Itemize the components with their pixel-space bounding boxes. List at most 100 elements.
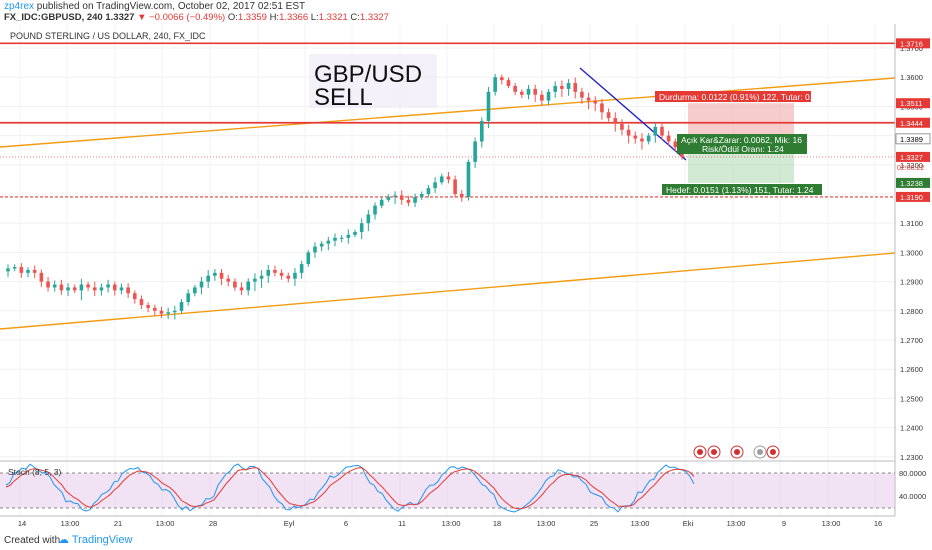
candle-body xyxy=(606,112,611,119)
candle-body xyxy=(393,195,397,197)
event-flag-dot xyxy=(757,449,763,455)
published-text: published on TradingView.com, October 02… xyxy=(36,1,306,12)
price-marker xyxy=(896,98,930,109)
candle-body xyxy=(246,281,251,291)
time-tick-label: 9 xyxy=(782,519,786,528)
candle-body xyxy=(319,243,324,247)
candle-body xyxy=(426,188,431,194)
candle-body xyxy=(166,312,170,314)
tradingview-logo[interactable]: ☁ TradingView xyxy=(58,534,133,546)
candle-body xyxy=(6,268,10,272)
candle-body xyxy=(326,240,331,244)
candle-body xyxy=(646,135,651,142)
target-label: Hedef: 0.0151 (1.13%) 151, Tutar: 1.24 xyxy=(666,185,814,195)
candle-body xyxy=(273,269,277,273)
candle-body xyxy=(453,179,457,194)
price-tick-label: 1.2800 xyxy=(900,307,923,316)
stoch-level-label: 40.0000 xyxy=(899,492,926,501)
time-tick-label: Eki xyxy=(683,519,694,528)
candle-body xyxy=(112,284,117,291)
candle-body xyxy=(52,284,57,288)
price-tick-label: 1.2300 xyxy=(900,453,923,462)
time-tick-label: 18 xyxy=(493,519,501,528)
candle-body xyxy=(119,287,124,291)
price-tick-label: 1.2400 xyxy=(900,424,923,433)
candle-body xyxy=(199,281,204,288)
trade-title-line1: GBP/USD xyxy=(314,61,422,88)
candle-body xyxy=(12,267,17,269)
candle-body xyxy=(132,293,137,300)
price-chart[interactable]: 1.37001.36001.35001.34001.33001.32001.31… xyxy=(0,0,932,530)
author-link[interactable]: zp4rex xyxy=(4,1,35,12)
price-tick-label: 1.3700 xyxy=(900,44,923,53)
price-tick-label: 1.2700 xyxy=(900,336,923,345)
price-marker-label: 1.3511 xyxy=(900,99,922,108)
footer: Created with ☁ TradingView xyxy=(0,530,932,550)
candle-body xyxy=(439,176,444,183)
time-tick-label: 13:00 xyxy=(442,519,461,528)
price-marker-label: 1.3190 xyxy=(900,193,923,202)
time-tick-label: 13:00 xyxy=(537,519,556,528)
time-tick-label: 11 xyxy=(398,519,406,528)
candle-body xyxy=(533,88,537,95)
candle-body xyxy=(126,287,130,294)
candle-body xyxy=(179,302,184,311)
candle-body xyxy=(560,85,564,89)
candle-body xyxy=(540,94,544,101)
price-marker xyxy=(896,191,930,202)
candle-body xyxy=(19,267,24,273)
candle-body xyxy=(373,205,377,215)
stop-loss-label: Durdurma: 0.0122 (0.91%) 122, Tutar: 0.8 xyxy=(659,92,817,102)
price-tick-label: 1.2500 xyxy=(900,394,923,403)
lower-channel-line xyxy=(0,252,896,330)
chart-header: zp4rex published on TradingView.com, Oct… xyxy=(0,0,932,24)
candle-body xyxy=(593,100,598,104)
candle-body xyxy=(633,135,638,139)
candle-body xyxy=(92,287,97,291)
trade-title-line2: SELL xyxy=(314,84,373,111)
price-tick-label: 1.3100 xyxy=(900,219,923,228)
candle-body xyxy=(59,284,64,291)
candle-body xyxy=(353,231,357,235)
candle-body xyxy=(293,272,297,279)
low-value: 1.3321 xyxy=(318,12,348,23)
last-price: 1.3327 xyxy=(105,12,135,23)
candle-body xyxy=(386,196,391,200)
candle-body xyxy=(640,138,644,142)
candle-body xyxy=(86,284,90,288)
candle-body xyxy=(459,194,464,197)
time-tick-label: 13:00 xyxy=(822,519,841,528)
candle-body xyxy=(333,237,337,241)
candle-body xyxy=(586,97,591,101)
instrument-legend: POUND STERLING / US DOLLAR, 240, FX_IDC xyxy=(10,31,206,41)
event-flag-dot xyxy=(770,449,776,455)
candle-body xyxy=(613,118,618,124)
candle-body xyxy=(573,83,578,92)
high-value: 1.3366 xyxy=(279,12,309,23)
candle-body xyxy=(213,272,217,276)
candle-body xyxy=(72,287,77,291)
candle-body xyxy=(620,123,624,130)
risk-reward-label: Risk/Ödül Oranı: 1.24 xyxy=(702,144,784,154)
candle-body xyxy=(299,264,304,273)
candle-body xyxy=(413,196,417,203)
candle-body xyxy=(206,275,210,282)
price-marker xyxy=(895,133,931,145)
price-marker-label: 1.3238 xyxy=(900,179,923,188)
candle-body xyxy=(446,176,451,180)
high-label: H: xyxy=(269,12,280,23)
candle-body xyxy=(346,234,351,238)
price-change: ▼ −0.0066 (−0.49%) xyxy=(137,12,226,23)
open-label: O: xyxy=(227,12,238,23)
candle-body xyxy=(139,299,144,305)
candle-body xyxy=(259,275,264,279)
stoch-title: Stoch (8, 5, 3) xyxy=(8,467,62,477)
stoch-d-line xyxy=(5,467,695,510)
candle-body xyxy=(339,237,344,239)
candle-body xyxy=(580,91,584,98)
candle-body xyxy=(520,91,524,95)
candle-body xyxy=(239,287,244,291)
candle-body xyxy=(673,141,678,148)
candle-body xyxy=(39,272,44,282)
candle-body xyxy=(233,281,237,288)
